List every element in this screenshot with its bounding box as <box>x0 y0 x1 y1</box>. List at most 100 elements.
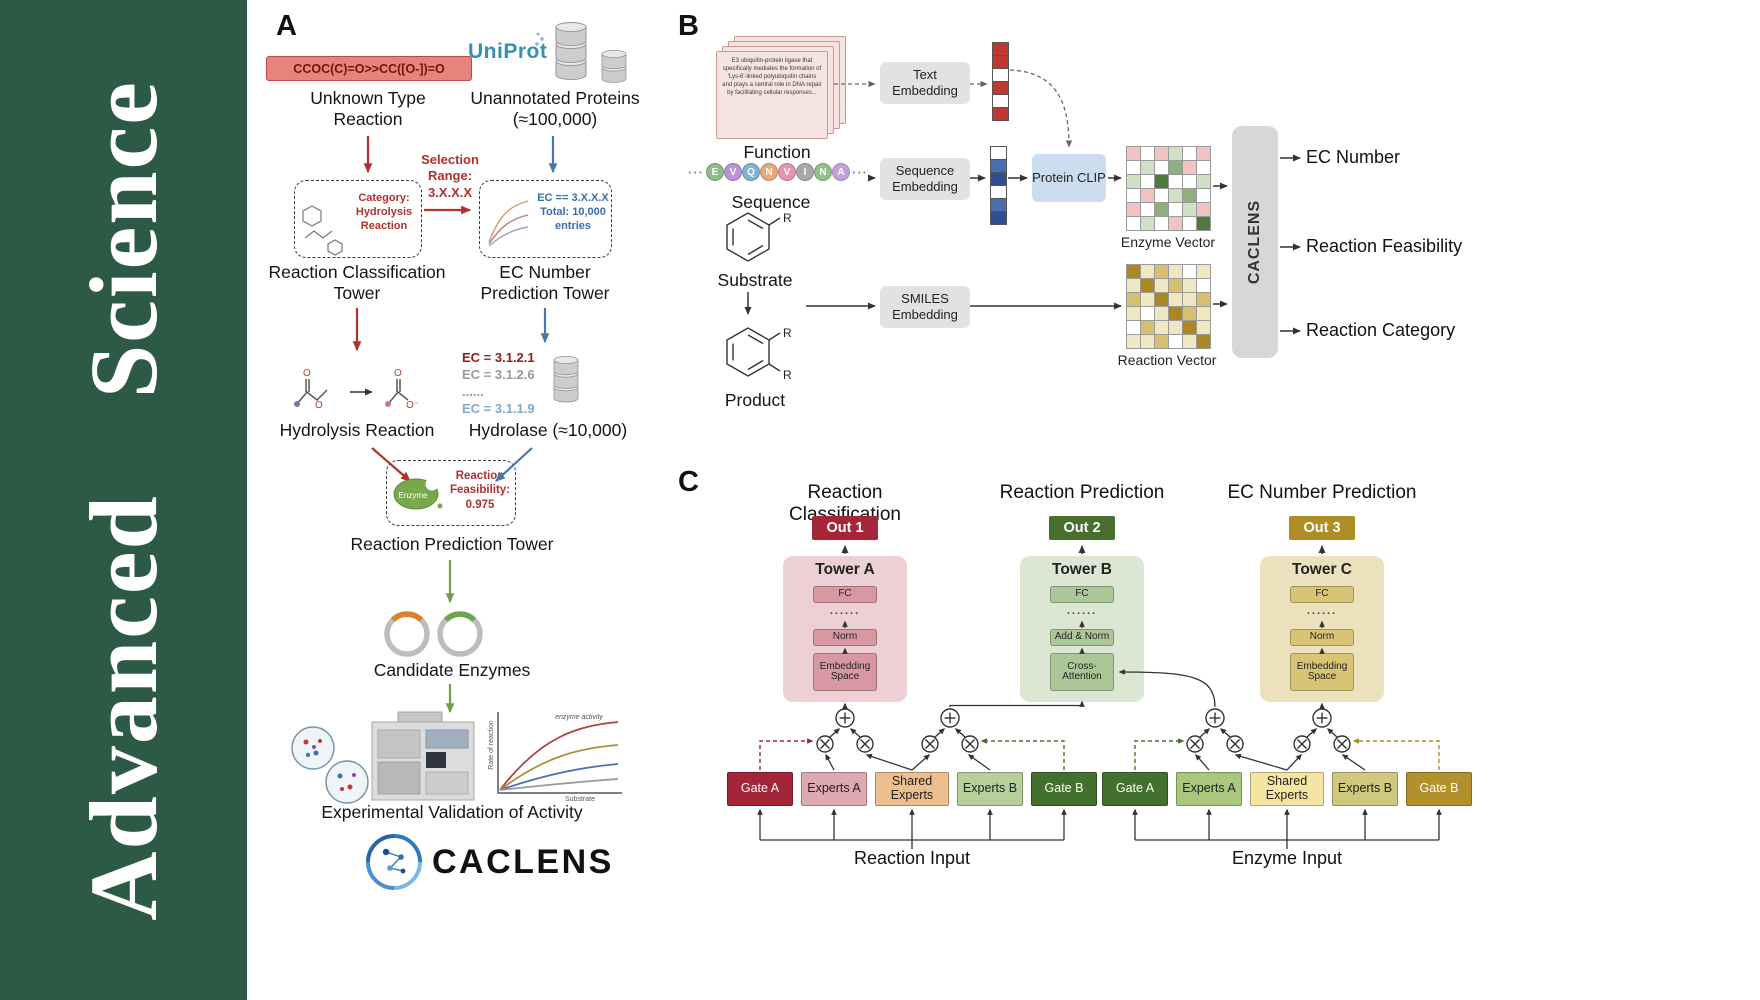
sequence-embedding-box: Sequence Embedding <box>880 158 970 200</box>
tower-c-dots: ...... <box>1306 605 1338 617</box>
feasibility-text: Reaction Feasibility: 0.975 <box>449 469 511 512</box>
caclens-wordmark: CACLENS <box>432 843 614 881</box>
ec-box-line3: entries <box>554 219 592 232</box>
substrate-label: Substrate <box>717 270 793 290</box>
gate-routes <box>759 738 1440 770</box>
reaction-experts-b: Experts B <box>957 772 1023 806</box>
caclens-bar: CACLENS <box>1232 126 1278 358</box>
ec-item: ...... <box>462 383 484 399</box>
output-reaction-category: Reaction Category <box>1306 320 1456 340</box>
reaction-gate-b: Gate B <box>1031 772 1097 806</box>
feasibility-dashed-box <box>386 460 516 526</box>
tower-b-title: Tower B <box>1052 561 1112 578</box>
text-embedding-box: Text Embedding <box>880 62 970 104</box>
out2-box: Out 2 <box>1049 516 1115 540</box>
enzyme-experts-b: Experts B <box>1332 772 1398 806</box>
uniprot-database-icon <box>535 22 627 83</box>
out1-box: Out 1 <box>812 516 878 540</box>
caclens-bar-label: CACLENS <box>1246 199 1263 285</box>
panel-c-label: C <box>678 466 699 498</box>
tower-a-embedding: Embedding Space <box>813 653 877 691</box>
journal-banner: Advanced Science <box>0 0 247 1000</box>
graph-top-label: enzyme activity <box>555 714 603 721</box>
category-dashed-box <box>294 180 422 258</box>
enzyme-vector-label: Enzyme Vector <box>1120 234 1216 250</box>
prediction-tower-label: Reaction Prediction Tower <box>350 534 554 554</box>
reaction-input-label: Reaction Input <box>853 848 971 868</box>
svg-text:O: O <box>315 400 323 411</box>
ec-item: EC = 3.1.1.9 <box>462 400 535 416</box>
enzyme-gate-a: Gate A <box>1102 772 1168 806</box>
enzyme-experts-a: Experts A <box>1176 772 1242 806</box>
header-ec-number-prediction: EC Number Prediction <box>1227 482 1417 503</box>
tower-c: Tower C FC ...... Norm Embedding Space <box>1260 556 1384 702</box>
reaction-vector-grid <box>1126 264 1211 349</box>
unknown-reaction-label: Unknown Type Reaction <box>310 88 426 130</box>
tower-c-title: Tower C <box>1292 561 1352 578</box>
benzene-product-icon <box>726 327 781 377</box>
feasibility-line3: 0.975 <box>465 498 495 511</box>
tower-c-embedding: Embedding Space <box>1290 653 1354 691</box>
function-card-text: E3 ubiquitin-protein ligase that specifi… <box>722 58 822 97</box>
ec-box-line1: EC == 3.X.X.X <box>537 192 609 204</box>
enzyme-gate-b: Gate B <box>1406 772 1472 806</box>
sequence-label: Sequence <box>731 192 811 212</box>
panel-b-label: B <box>678 10 699 42</box>
tower-c-fc: FC <box>1290 586 1354 603</box>
substituent-r: R <box>783 368 792 382</box>
benzene-substrate-icon <box>726 212 781 262</box>
reaction-shared-experts: Shared Experts <box>875 772 949 806</box>
tower-a: Tower A FC ...... Norm Embedding Space <box>783 556 907 702</box>
enzyme-input-label: Enzyme Input <box>1231 848 1343 868</box>
function-card: E3 ubiquitin-protein ligase that specifi… <box>716 51 828 139</box>
svg-text:O: O <box>394 368 402 379</box>
feasibility-line2: Feasibility: <box>449 484 511 497</box>
tower-a-fc: FC <box>813 586 877 603</box>
tower-b-add-norm: Add & Norm <box>1050 629 1114 646</box>
hydrolase-database-icon <box>553 355 579 403</box>
tower-a-dots: ...... <box>829 605 861 617</box>
text-vector <box>992 42 1009 121</box>
uniprot-logo: UniProt <box>468 40 548 63</box>
ec-item: EC = 3.1.2.1 <box>462 350 535 365</box>
candidate-enzymes-label: Candidate Enzymes <box>373 660 531 680</box>
out3-box: Out 3 <box>1289 516 1355 540</box>
tower-b: Tower B FC ...... Add & Norm Cross-Atten… <box>1020 556 1144 702</box>
svg-text:O⁻: O⁻ <box>406 400 419 411</box>
enzyme-vector-grid <box>1126 146 1211 231</box>
tower-c-norm: Norm <box>1290 629 1354 646</box>
reaction-experts-a: Experts A <box>801 772 867 806</box>
function-label: Function <box>743 142 811 162</box>
ec-item: EC = 3.1.2.6 <box>462 366 535 382</box>
ec-dashed-box <box>479 180 612 258</box>
output-ec-number: EC Number <box>1306 147 1401 167</box>
ec-number-list: EC = 3.1.2.1 EC = 3.1.2.6 ...... EC = 3.… <box>462 350 535 418</box>
ellipsis-right: ··· <box>852 164 868 180</box>
enzyme-shared-experts: Shared Experts <box>1250 772 1324 806</box>
tower-b-fc: FC <box>1050 586 1114 603</box>
hydrolase-label: Hydrolase (≈10,000) <box>468 420 628 440</box>
classification-tower-label: Reaction Classification Tower <box>268 262 446 304</box>
ellipsis-left: ··· <box>688 164 704 180</box>
product-label: Product <box>724 390 786 410</box>
hydrolysis-label: Hydrolysis Reaction <box>279 420 435 440</box>
svg-text:O: O <box>303 368 311 379</box>
journal-name: Advanced Science <box>70 79 178 921</box>
hplc-instrument-icon <box>371 711 475 801</box>
sequence-vector <box>990 146 1007 225</box>
candidate-enzyme-plasmid-icons <box>384 611 483 657</box>
moe-gate-symbols <box>816 708 1351 753</box>
smiles-embedding-box: SMILES Embedding <box>880 286 970 328</box>
reaction-gate-a: Gate A <box>727 772 793 806</box>
sample-vials-icon <box>291 726 369 804</box>
output-reaction-feasibility: Reaction Feasibility <box>1306 236 1463 256</box>
hydrolysis-molecules-icon: O O O O⁻ <box>294 368 419 411</box>
validation-label: Experimental Validation of Activity <box>321 802 583 822</box>
category-box-label: Category: Hydrolysis Reaction <box>355 192 413 232</box>
tower-b-dots: ...... <box>1066 605 1098 617</box>
tower-a-title: Tower A <box>815 561 875 578</box>
tower-b-cross-attention: Cross-Attention <box>1050 653 1114 691</box>
unannotated-proteins-label: Unannotated Proteins (≈100,000) <box>470 88 640 130</box>
